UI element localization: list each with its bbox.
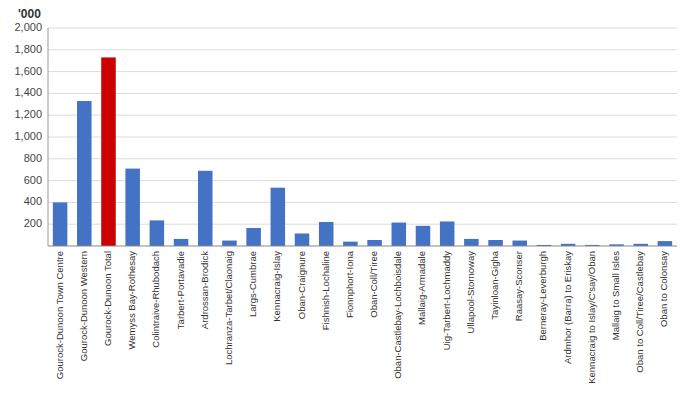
- bar: [125, 169, 140, 246]
- y-tick-label: 600: [24, 174, 42, 186]
- bar: [246, 228, 261, 246]
- x-tick-label: Uig-Tarbert-Lochmaddy: [441, 251, 452, 351]
- grid-line: [48, 28, 677, 29]
- x-axis: Gourock-Dunoon Town Centre Gourock-Dunoon…: [54, 250, 670, 383]
- bar: [488, 240, 503, 246]
- x-tick-label: Largs-Cumbrae: [247, 251, 258, 317]
- grid-line: [48, 202, 677, 203]
- bar: [440, 221, 455, 246]
- grid-line: [48, 93, 677, 94]
- chart: 200 400 600 800 1,000 1,200 1,400 1,600 1,800 2,0…: [0, 0, 687, 408]
- x-tick-label: Wemyss Bay-Rothesay: [126, 251, 137, 350]
- grid-line: [48, 49, 677, 50]
- bar: [319, 222, 334, 246]
- bar: [367, 240, 382, 246]
- x-tick-label: Oban-Craignure: [296, 251, 307, 319]
- x-tick-label: Fishnish-Lochaline: [320, 251, 331, 330]
- y-tick-label: 1,000: [14, 130, 42, 142]
- x-tick-label: Oban-Castlebay-Lochboisdale: [392, 251, 403, 379]
- y-tick-label: 1,600: [14, 65, 42, 77]
- x-tick-label: Raasay-Sconser: [513, 251, 524, 321]
- y-tick-label: 400: [24, 195, 42, 207]
- bar: [271, 188, 286, 246]
- x-tick-label: Mallaig-Armadale: [416, 251, 427, 325]
- y-tick-label: 1,800: [14, 43, 42, 55]
- x-tick-label: Berneray-Leverburgh: [537, 251, 548, 341]
- x-tick-label: Tarbert-Portavadie: [175, 251, 186, 329]
- x-tick-label: Oban-Coll/Tiree: [368, 251, 379, 318]
- x-tick-label: Gourock-Dunoon Town Centre: [54, 251, 65, 379]
- grid-line: [48, 158, 677, 159]
- grid-line: [48, 71, 677, 72]
- x-tick-label: Ullapool-Stornoway: [465, 251, 476, 334]
- y-tick-label: 2,000: [14, 21, 42, 33]
- y-axis-line: [48, 28, 49, 246]
- bar: [198, 171, 213, 246]
- x-tick-label: Fionnphort-Iona: [344, 250, 355, 318]
- x-tick-label: Ardrossan-Brodick: [199, 251, 210, 329]
- x-tick-label: Kennacraig to Islay/C'say/Oban: [586, 251, 597, 384]
- grid-line: [48, 115, 677, 116]
- x-tick-label: Gourock-Dunoon Total: [102, 251, 113, 346]
- y-axis-label: '000: [18, 7, 41, 21]
- x-tick-label: Mallaig to Small Isles: [610, 251, 621, 340]
- y-tick-label: 1,200: [14, 108, 42, 120]
- y-tick-label: 200: [24, 217, 42, 229]
- x-tick-label: Oban to Colonsay: [658, 251, 669, 327]
- bar: [77, 101, 92, 246]
- y-tick-label: 800: [24, 152, 42, 164]
- x-axis-line: [48, 246, 677, 247]
- x-tick-label: Colintraive-Rhubodach: [150, 251, 161, 348]
- x-tick-label: Tayinloan-Gigha: [489, 250, 500, 319]
- bar: [464, 239, 479, 246]
- grid-line: [48, 137, 677, 138]
- bar: [416, 226, 431, 246]
- bar: [101, 57, 116, 246]
- x-tick-label: Oban to Coll/Tiree/Castlebay: [634, 251, 645, 373]
- grid-line: [48, 224, 677, 225]
- bar: [392, 223, 407, 246]
- bar: [295, 233, 310, 246]
- y-tick-label: 1,400: [14, 86, 42, 98]
- bar: [150, 220, 165, 246]
- bar: [512, 241, 527, 246]
- x-tick-label: Gourock-Dunoon Western: [78, 251, 89, 361]
- bar: [53, 202, 68, 246]
- bar: [174, 239, 189, 246]
- bars: [53, 57, 672, 246]
- bar: [658, 241, 673, 246]
- x-tick-label: Ardmhor (Barra) to Eriskay: [562, 251, 573, 364]
- x-tick-label: Kennacraig-Islay: [271, 251, 282, 322]
- grid-line: [48, 180, 677, 181]
- grid: [48, 28, 677, 224]
- x-tick-label: Lochranza-Tarbet/Claonaig: [223, 251, 234, 365]
- y-axis: 200 400 600 800 1,000 1,200 1,400 1,600 1,800 2,0…: [14, 21, 48, 246]
- bar: [222, 241, 237, 246]
- bar: [343, 242, 358, 246]
